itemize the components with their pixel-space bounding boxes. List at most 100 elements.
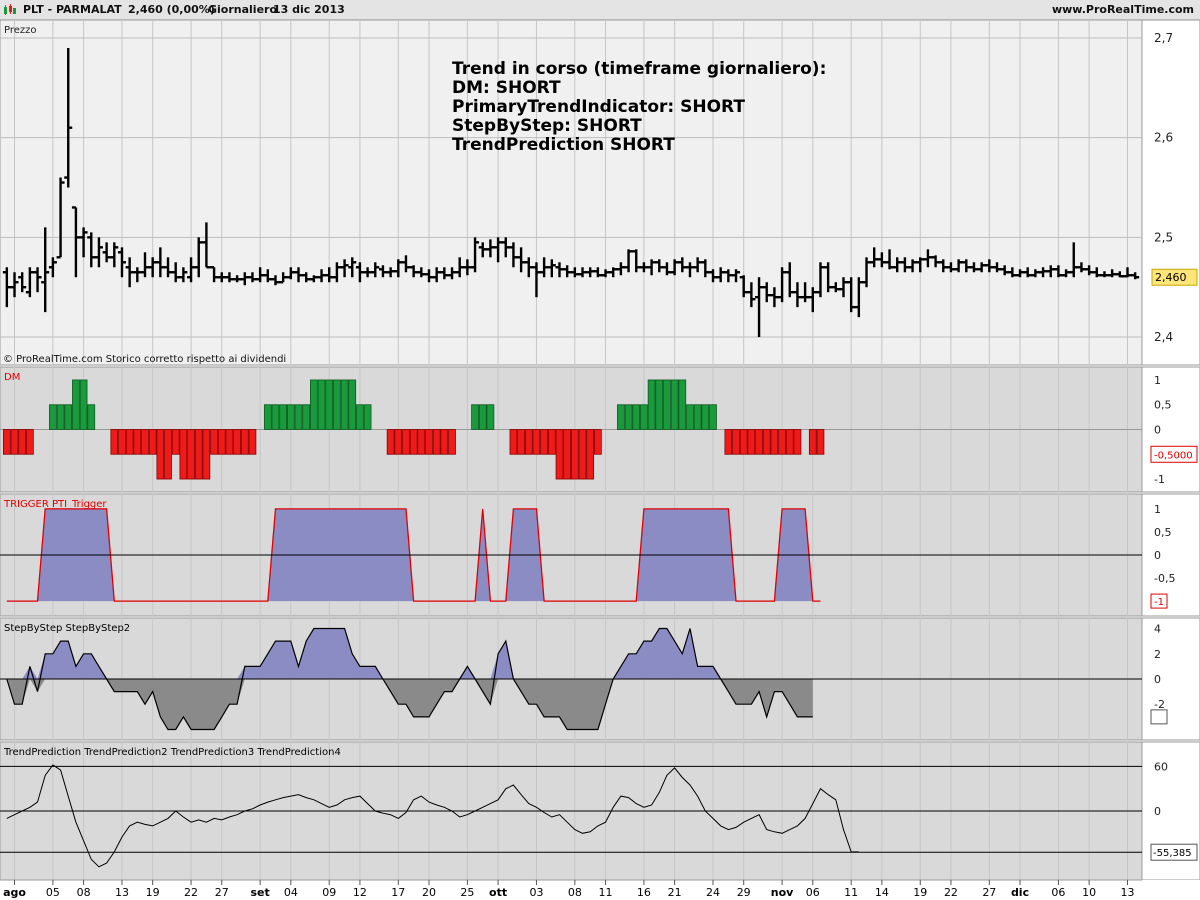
- dm-bar: [187, 429, 195, 480]
- price-bar: [578, 267, 587, 278]
- price-bar: [632, 249, 641, 273]
- x-axis-label: 27: [215, 886, 229, 899]
- annotation-line: StepByStep: SHORT: [452, 116, 642, 136]
- dm-bar: [778, 429, 786, 455]
- annotation-line: Trend in corso (timeframe giornaliero):: [452, 59, 826, 79]
- dm-bar: [762, 429, 771, 455]
- panel-label: StepByStep StepByStep2: [4, 623, 130, 634]
- dm-bar: [348, 379, 357, 430]
- trigger-axis-label: 0,5: [1154, 526, 1172, 539]
- panel-label: DM: [4, 372, 20, 383]
- panel-label: Prezzo: [4, 25, 37, 36]
- price-bar: [678, 257, 687, 273]
- price-bar: [1031, 269, 1040, 278]
- price-bar: [701, 259, 710, 278]
- price-bar: [747, 282, 756, 308]
- dm-bar: [118, 429, 126, 455]
- dm-bar: [509, 429, 518, 455]
- dm-bar: [755, 429, 763, 455]
- dm-bar: [617, 404, 625, 430]
- price-bar: [440, 267, 449, 280]
- price-bar: [939, 259, 948, 273]
- price-bar: [110, 242, 119, 268]
- dm-bar: [624, 404, 633, 430]
- dm-bar: [194, 429, 203, 480]
- price-bar: [532, 262, 541, 298]
- price-bar: [616, 262, 625, 276]
- price-bar: [724, 269, 733, 283]
- price-bar: [593, 267, 602, 278]
- price-bar: [56, 177, 65, 259]
- last-quote: 2,460 (0,00%): [128, 3, 215, 16]
- price-bar: [225, 272, 234, 283]
- dm-bar: [394, 429, 403, 455]
- dm-bar: [225, 429, 234, 455]
- price-bar: [524, 257, 533, 278]
- price-bar: [164, 257, 173, 278]
- price-bar: [655, 259, 664, 273]
- price-bar: [240, 272, 249, 286]
- price-bar: [194, 237, 203, 278]
- panel-background: [0, 20, 1143, 366]
- dm-bar: [248, 429, 257, 455]
- price-bar: [547, 259, 556, 278]
- price-bar: [908, 259, 917, 273]
- dm-bar: [540, 429, 548, 455]
- last-value-label: -55,385: [1153, 848, 1192, 859]
- step-negative-area: [6, 679, 813, 730]
- price-bar: [125, 257, 134, 288]
- price-bar: [1092, 267, 1101, 278]
- price-bar: [1100, 271, 1109, 278]
- x-axis-label: 09: [322, 886, 336, 899]
- price-bar: [79, 227, 88, 258]
- price-bar: [801, 282, 810, 303]
- dm-bar: [670, 379, 679, 430]
- price-bar: [624, 249, 633, 273]
- price-bar: [808, 287, 817, 313]
- price-bar: [187, 257, 196, 283]
- price-bar: [133, 267, 142, 283]
- dm-bar: [279, 404, 288, 430]
- dm-axis-label: 1: [1154, 374, 1161, 387]
- x-axis-label: 16: [637, 886, 651, 899]
- last-value-label: -1: [1154, 597, 1164, 608]
- price-bar: [171, 262, 180, 283]
- price-bar: [325, 267, 334, 283]
- dm-axis-label: 0: [1154, 424, 1161, 437]
- dm-bar: [386, 429, 395, 455]
- panel-dm: -1 0 0,5 1 DM -0,5000: [0, 366, 1200, 493]
- price-axis-label: 2,5: [1154, 230, 1173, 244]
- price-bar: [770, 287, 779, 308]
- data-source-note: © ProRealTime.com Storico corretto rispe…: [3, 354, 286, 365]
- price-bar: [732, 269, 741, 283]
- last-value-marker: [1150, 445, 1198, 463]
- price-bar: [1016, 269, 1025, 278]
- price-bar: [294, 267, 303, 283]
- price-bar: [302, 272, 311, 283]
- price-bar: [156, 247, 165, 278]
- last-value-marker: [1150, 593, 1168, 609]
- dm-bar: [701, 404, 710, 430]
- dm-bar: [271, 404, 280, 430]
- x-axis-background: [0, 880, 1200, 900]
- price-bar: [432, 267, 441, 283]
- price-bar: [946, 262, 955, 273]
- dm-bar: [555, 429, 564, 480]
- x-axis-label: 20: [422, 886, 436, 899]
- x-axis-label: 14: [875, 886, 889, 899]
- dm-bar: [217, 429, 226, 455]
- x-axis-label: 27: [982, 886, 996, 899]
- price-bar: [309, 275, 318, 283]
- price-bar: [64, 47, 73, 188]
- last-value-label: -0,5000: [1154, 450, 1193, 461]
- annotation-line: DM: SHORT: [452, 78, 561, 98]
- dm-bar: [133, 429, 142, 455]
- x-axis-label: 21: [668, 886, 682, 899]
- price-bar: [18, 272, 27, 293]
- website-link[interactable]: www.ProRealTime.com: [1051, 3, 1194, 16]
- dm-bar: [678, 379, 687, 430]
- dm-bar: [432, 429, 441, 455]
- price-bar: [716, 267, 725, 283]
- dm-bar: [693, 404, 702, 430]
- dm-bar: [87, 404, 96, 430]
